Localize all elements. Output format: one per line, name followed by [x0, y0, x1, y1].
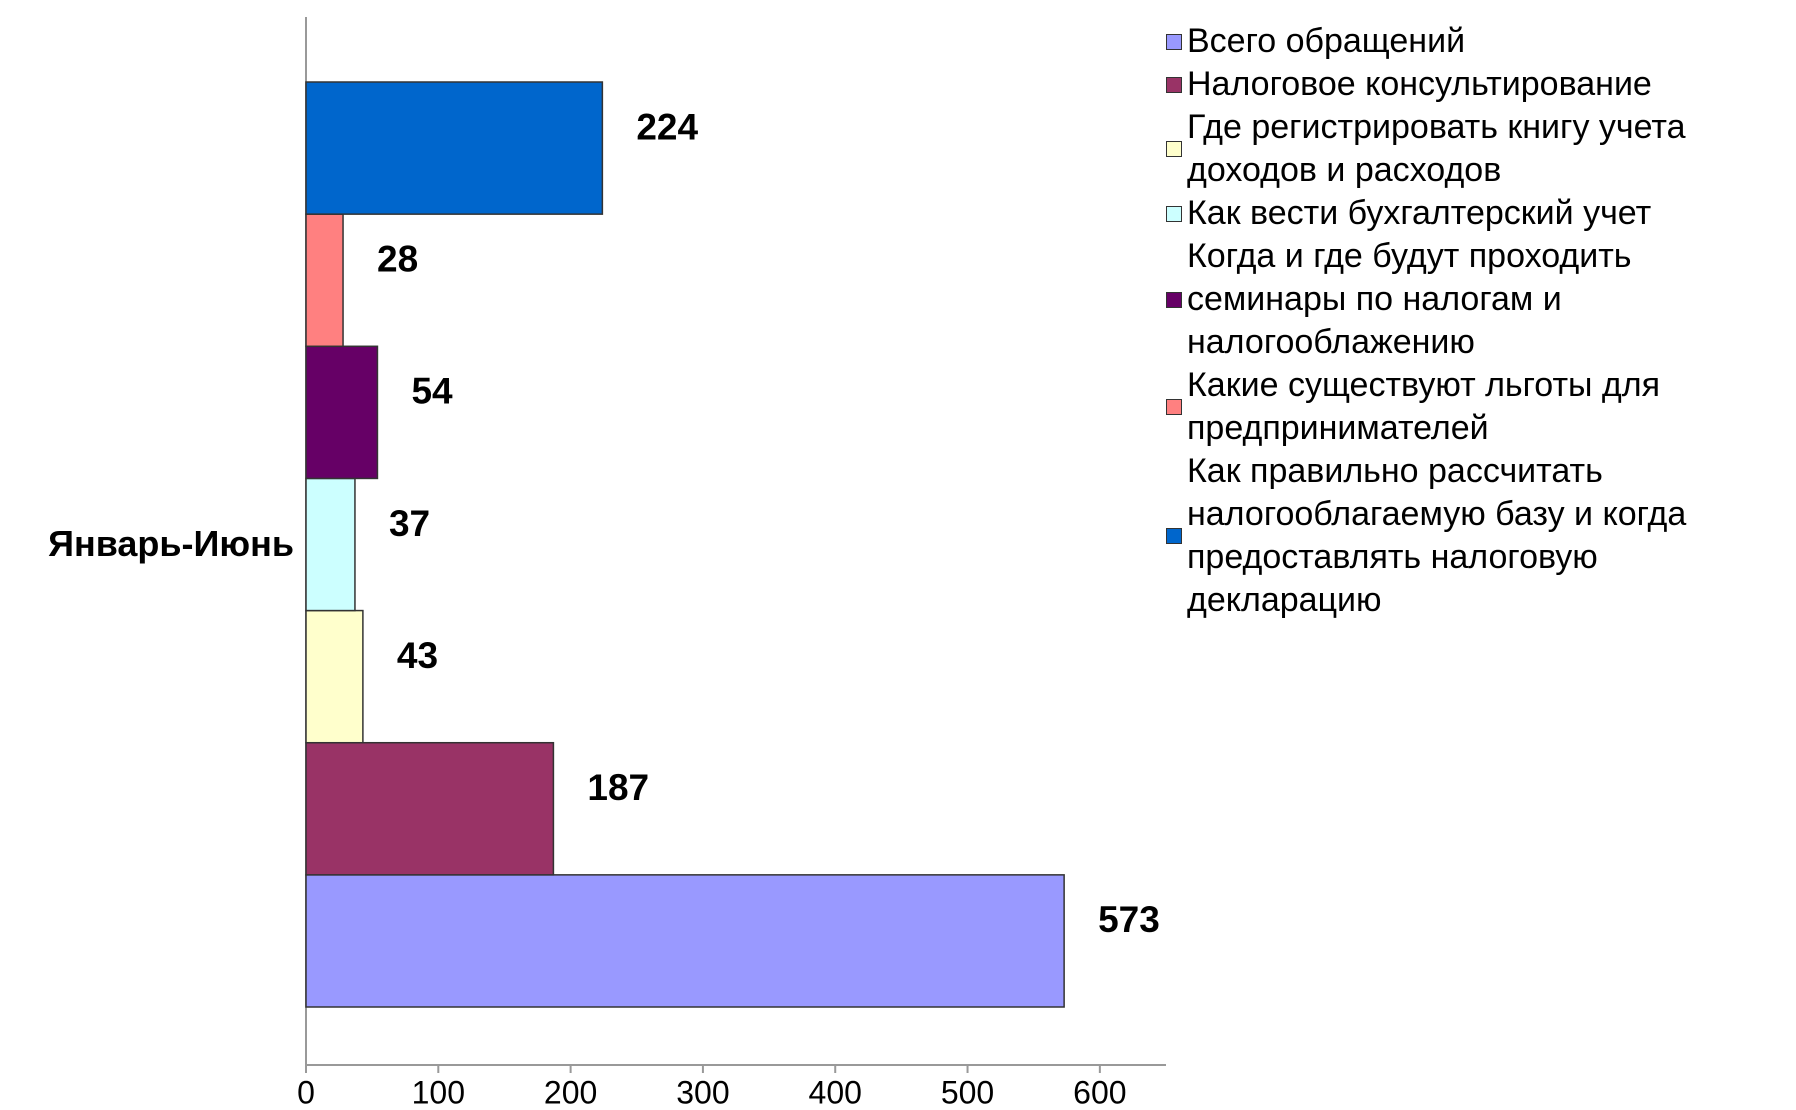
- legend-swatch: [1166, 33, 1182, 50]
- bar: [305, 213, 344, 348]
- bar: [305, 609, 364, 744]
- x-tick-label: 600: [1073, 1074, 1126, 1110]
- y-tick-label: Январь-Июнь: [48, 523, 294, 564]
- legend-item: Где регистрировать книгу учета доходов и…: [1166, 106, 1796, 192]
- legend-label: Как правильно рассчитать налогооблагаему…: [1187, 452, 1687, 619]
- legend-label: Какие существуют льготы для предпринимат…: [1187, 366, 1661, 447]
- legend-swatch: [1166, 291, 1182, 308]
- legend-item: Как вести бухгалтерский учет: [1166, 192, 1796, 235]
- legend-swatch: [1166, 205, 1182, 222]
- x-tick-label: 0: [297, 1074, 315, 1110]
- value-label: 54: [411, 371, 453, 412]
- legend-swatch: [1166, 76, 1182, 93]
- legend: Всего обращений Налоговое консультировани…: [1166, 20, 1796, 622]
- x-tick-label: 500: [941, 1074, 994, 1110]
- legend-item: Налоговое консультирование: [1166, 63, 1796, 106]
- x-tick-label: 100: [412, 1074, 465, 1110]
- legend-label: Налоговое консультирование: [1187, 65, 1652, 103]
- legend-item: Как правильно рассчитать налогооблагаему…: [1166, 450, 1796, 622]
- value-label: 573: [1098, 899, 1160, 940]
- value-label: 28: [377, 238, 418, 279]
- value-label: 187: [587, 767, 649, 808]
- bar: [305, 345, 379, 480]
- legend-swatch: [1166, 399, 1182, 415]
- x-tick-label: 300: [676, 1074, 729, 1110]
- bar: [305, 874, 1065, 1008]
- legend-label: Всего обращений: [1187, 22, 1466, 60]
- legend-swatch: [1166, 141, 1182, 157]
- legend-item: Когда и где будут проходить семинары по …: [1166, 235, 1796, 364]
- bar: [305, 741, 555, 876]
- value-label: 37: [389, 503, 430, 544]
- legend-label: Когда и где будут проходить семинары по …: [1187, 237, 1632, 361]
- x-tick-label: 200: [544, 1074, 597, 1110]
- bar: [305, 477, 356, 612]
- legend-label: Как вести бухгалтерский учет: [1187, 194, 1652, 232]
- legend-item: Всего обращений: [1166, 20, 1796, 63]
- legend-swatch: [1166, 528, 1182, 544]
- value-label: 43: [397, 635, 438, 676]
- x-tick-label: 400: [809, 1074, 862, 1110]
- bar: [305, 81, 604, 215]
- legend-item: Какие существуют льготы для предпринимат…: [1166, 364, 1796, 450]
- value-label: 224: [636, 106, 698, 147]
- legend-label: Где регистрировать книгу учета доходов и…: [1187, 108, 1686, 189]
